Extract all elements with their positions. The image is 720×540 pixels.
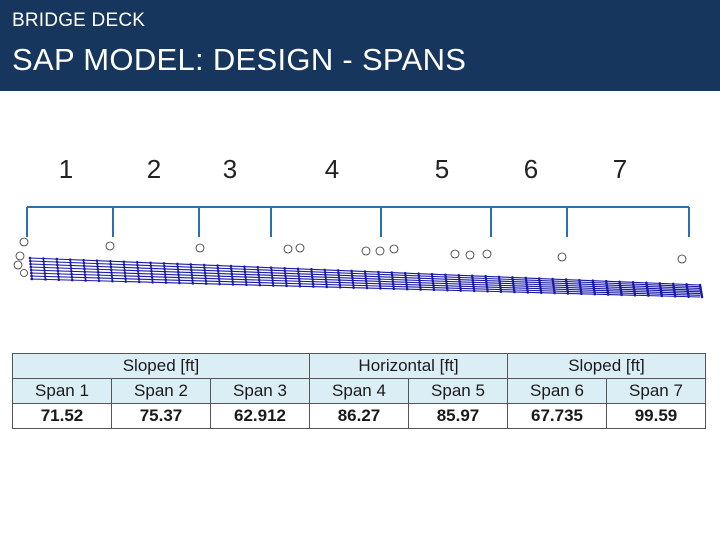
table-cell: 62.912 (210, 403, 310, 429)
joint-labels (13, 237, 687, 277)
span-number-6: 6 (523, 154, 539, 184)
span-number-1: 1 (58, 154, 74, 184)
column-header: Span 7 (606, 378, 706, 404)
column-header: Span 6 (507, 378, 607, 404)
span-number-4: 4 (324, 154, 340, 184)
span-number-3: 3 (222, 154, 238, 184)
slide-header: BRIDGE DECK SAP MODEL: DESIGN - SPANS (0, 0, 720, 91)
column-header: Span 4 (309, 378, 409, 404)
table-column-header-row: Span 1 Span 2 Span 3 Span 4 Span 5 Span … (12, 378, 706, 404)
table-group-header-row: Sloped [ft] Horizontal [ft] Sloped [ft] (12, 353, 706, 379)
span-lengths-table: Sloped [ft] Horizontal [ft] Sloped [ft] … (12, 353, 706, 429)
page-title: SAP MODEL: DESIGN - SPANS (12, 42, 467, 77)
group-horizontal: Horizontal [ft] (309, 353, 508, 379)
column-header: Span 2 (111, 378, 211, 404)
table-row: 71.52 75.37 62.912 86.27 85.97 67.735 99… (12, 403, 706, 429)
table-cell: 67.735 (507, 403, 607, 429)
column-header: Span 1 (12, 378, 112, 404)
span-number-2: 2 (146, 154, 162, 184)
group-sloped-right: Sloped [ft] (507, 353, 706, 379)
table-cell: 71.52 (12, 403, 112, 429)
table-cell: 99.59 (606, 403, 706, 429)
column-header: Span 3 (210, 378, 310, 404)
span-brackets (26, 206, 690, 237)
span-number-5: 5 (434, 154, 450, 184)
sap-bridge-deck-model (13, 206, 704, 299)
table-cell: 85.97 (408, 403, 508, 429)
table-cell: 75.37 (111, 403, 211, 429)
table-cell: 86.27 (309, 403, 409, 429)
span-number-7: 7 (612, 154, 628, 184)
deck-mesh (28, 256, 704, 299)
group-sloped-left: Sloped [ft] (12, 353, 310, 379)
header-kicker: BRIDGE DECK (12, 10, 146, 31)
column-header: Span 5 (408, 378, 508, 404)
